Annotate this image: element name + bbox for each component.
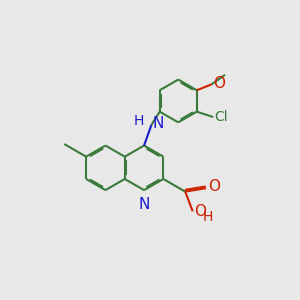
- Text: N: N: [138, 197, 150, 212]
- Text: H: H: [203, 210, 214, 224]
- Text: N: N: [153, 116, 164, 131]
- Text: Cl: Cl: [214, 110, 228, 124]
- Text: O: O: [194, 204, 206, 219]
- Text: O: O: [208, 179, 220, 194]
- Text: O: O: [213, 76, 225, 91]
- Text: H: H: [134, 114, 144, 128]
